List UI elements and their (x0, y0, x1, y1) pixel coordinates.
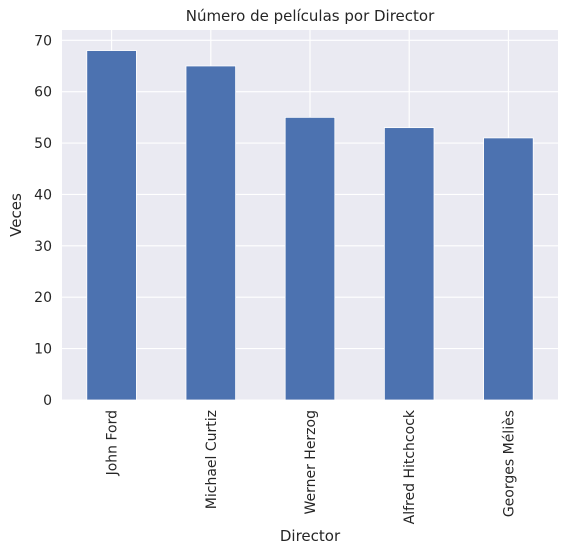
bar (483, 137, 534, 401)
y-tick-label: 20 (34, 290, 52, 306)
y-tick-label: 70 (34, 33, 52, 49)
bar (284, 116, 336, 401)
bar (383, 127, 435, 401)
y-tick-label: 30 (34, 239, 52, 255)
x-tick-label: Werner Herzog (303, 410, 319, 515)
y-tick-label: 0 (43, 393, 52, 409)
y-tick-label: 50 (34, 136, 52, 152)
x-tick-label: Michael Curtiz (204, 410, 220, 509)
x-axis-ticks: John Ford Michael Curtiz Werner Herzog Alfr… (105, 409, 518, 524)
bar (86, 50, 137, 401)
y-axis-label: Veces (7, 193, 25, 237)
x-axis-label: Director (280, 527, 341, 545)
y-axis-ticks: 0 10 20 30 40 50 60 70 (34, 33, 52, 409)
y-tick-label: 10 (34, 342, 52, 358)
chart-title: Número de películas por Director (186, 7, 435, 25)
y-tick-label: 40 (34, 187, 52, 203)
bars (86, 50, 534, 401)
bar (185, 65, 236, 401)
y-tick-label: 60 (34, 85, 52, 101)
x-tick-label: Alfred Hitchcock (402, 409, 418, 524)
x-tick-label: Georges Méliès (501, 410, 517, 517)
x-tick-label: John Ford (105, 410, 121, 476)
